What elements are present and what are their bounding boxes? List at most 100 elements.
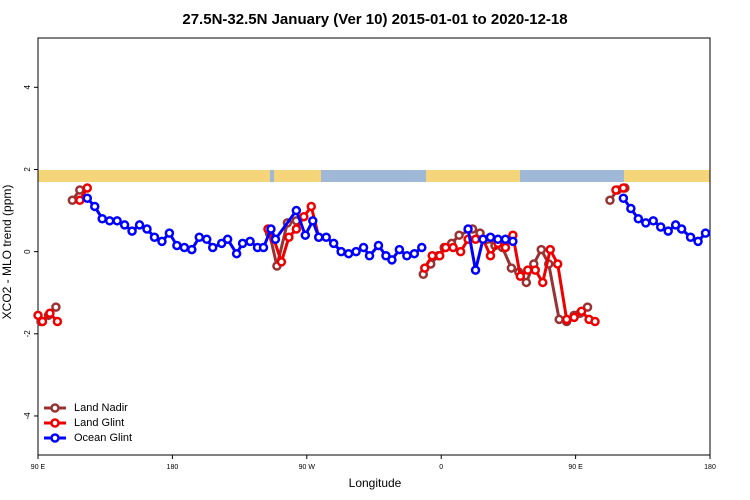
data-point xyxy=(500,234,511,245)
data-point xyxy=(648,216,659,226)
data-point xyxy=(676,224,687,234)
data-point xyxy=(685,232,696,243)
data-point xyxy=(33,310,43,321)
data-point xyxy=(291,224,302,234)
data-point xyxy=(427,250,437,261)
data-point xyxy=(569,312,579,323)
x-tick-label: 90 W xyxy=(299,464,316,471)
data-point xyxy=(201,234,212,245)
data-point xyxy=(576,306,587,316)
data-point xyxy=(693,236,703,247)
data-point xyxy=(308,216,318,226)
data-point xyxy=(328,238,339,249)
data-point xyxy=(561,314,572,325)
data-point xyxy=(82,193,93,203)
data-point xyxy=(402,250,412,261)
series-line xyxy=(36,186,624,324)
data-point xyxy=(142,224,152,234)
data-point xyxy=(343,248,354,259)
data-point xyxy=(641,218,651,228)
data-point xyxy=(291,205,302,216)
data-point xyxy=(207,242,218,253)
data-point xyxy=(351,246,361,257)
data-point xyxy=(478,234,488,245)
y-tick-label: -2 xyxy=(23,330,32,338)
data-point xyxy=(82,183,93,193)
x-tick-label: 180 xyxy=(704,464,716,471)
data-point xyxy=(420,263,430,273)
data-point xyxy=(89,201,100,212)
chart-title: 27.5N-32.5N January (Ver 10) 2015-01-01 … xyxy=(182,11,567,28)
data-point xyxy=(358,242,369,253)
data-point xyxy=(222,234,233,245)
data-point xyxy=(463,224,473,234)
data-point xyxy=(605,195,615,206)
land-ocean-strip xyxy=(38,170,710,182)
data-point xyxy=(266,224,276,234)
data-point xyxy=(500,242,511,253)
data-point xyxy=(455,246,466,257)
data-point xyxy=(245,236,255,247)
data-point xyxy=(67,195,78,206)
data-point xyxy=(45,308,55,319)
data-point xyxy=(618,193,629,203)
data-point xyxy=(670,220,681,230)
data-point xyxy=(336,246,346,257)
x-tick-label: 90 E xyxy=(31,464,46,471)
data-point xyxy=(364,250,375,261)
data-point xyxy=(75,195,85,206)
legend-marker xyxy=(50,403,60,413)
x-axis-label: Longitude xyxy=(349,476,402,490)
x-tick-label: 180 xyxy=(167,464,179,471)
land-band xyxy=(38,170,270,182)
legend-label: Land Glint xyxy=(74,417,124,429)
data-point xyxy=(216,238,227,249)
data-point xyxy=(284,232,294,243)
data-point xyxy=(523,265,533,275)
legend-label: Ocean Glint xyxy=(74,432,132,444)
data-point xyxy=(134,220,145,230)
legend-marker xyxy=(50,418,60,428)
data-point xyxy=(493,234,503,245)
data-point xyxy=(258,242,269,253)
data-point xyxy=(537,277,548,288)
data-point xyxy=(97,214,107,224)
data-point xyxy=(119,220,130,230)
data-point xyxy=(313,232,324,243)
data-point xyxy=(633,214,644,224)
legend-label: Land Nadir xyxy=(74,402,128,414)
data-point xyxy=(112,216,122,226)
data-point xyxy=(508,236,518,247)
data-point xyxy=(552,259,563,269)
data-point xyxy=(52,316,63,327)
data-point xyxy=(582,302,593,312)
data-point xyxy=(626,203,636,214)
y-tick-label: 2 xyxy=(23,167,32,172)
data-point xyxy=(306,201,317,212)
data-point xyxy=(127,226,137,236)
y-tick-label: 0 xyxy=(23,249,32,254)
data-point xyxy=(381,250,391,261)
data-point xyxy=(149,232,160,243)
y-axis-label: XCO2 - MLO trend (ppm) xyxy=(0,185,14,320)
data-point xyxy=(299,211,309,222)
data-point xyxy=(237,238,248,249)
data-point xyxy=(37,316,48,327)
data-point xyxy=(194,232,205,243)
data-point xyxy=(270,234,281,245)
data-point xyxy=(470,234,481,245)
data-point xyxy=(554,314,564,325)
land-band xyxy=(624,170,710,182)
data-point xyxy=(590,316,600,327)
data-point xyxy=(545,244,555,255)
data-point xyxy=(231,248,242,259)
data-point xyxy=(75,185,85,195)
land-band xyxy=(274,170,321,182)
data-point xyxy=(440,242,451,253)
land-band xyxy=(426,170,520,182)
data-point xyxy=(409,248,420,259)
data-point xyxy=(276,257,287,267)
data-point xyxy=(470,265,481,275)
data-point xyxy=(485,250,496,261)
